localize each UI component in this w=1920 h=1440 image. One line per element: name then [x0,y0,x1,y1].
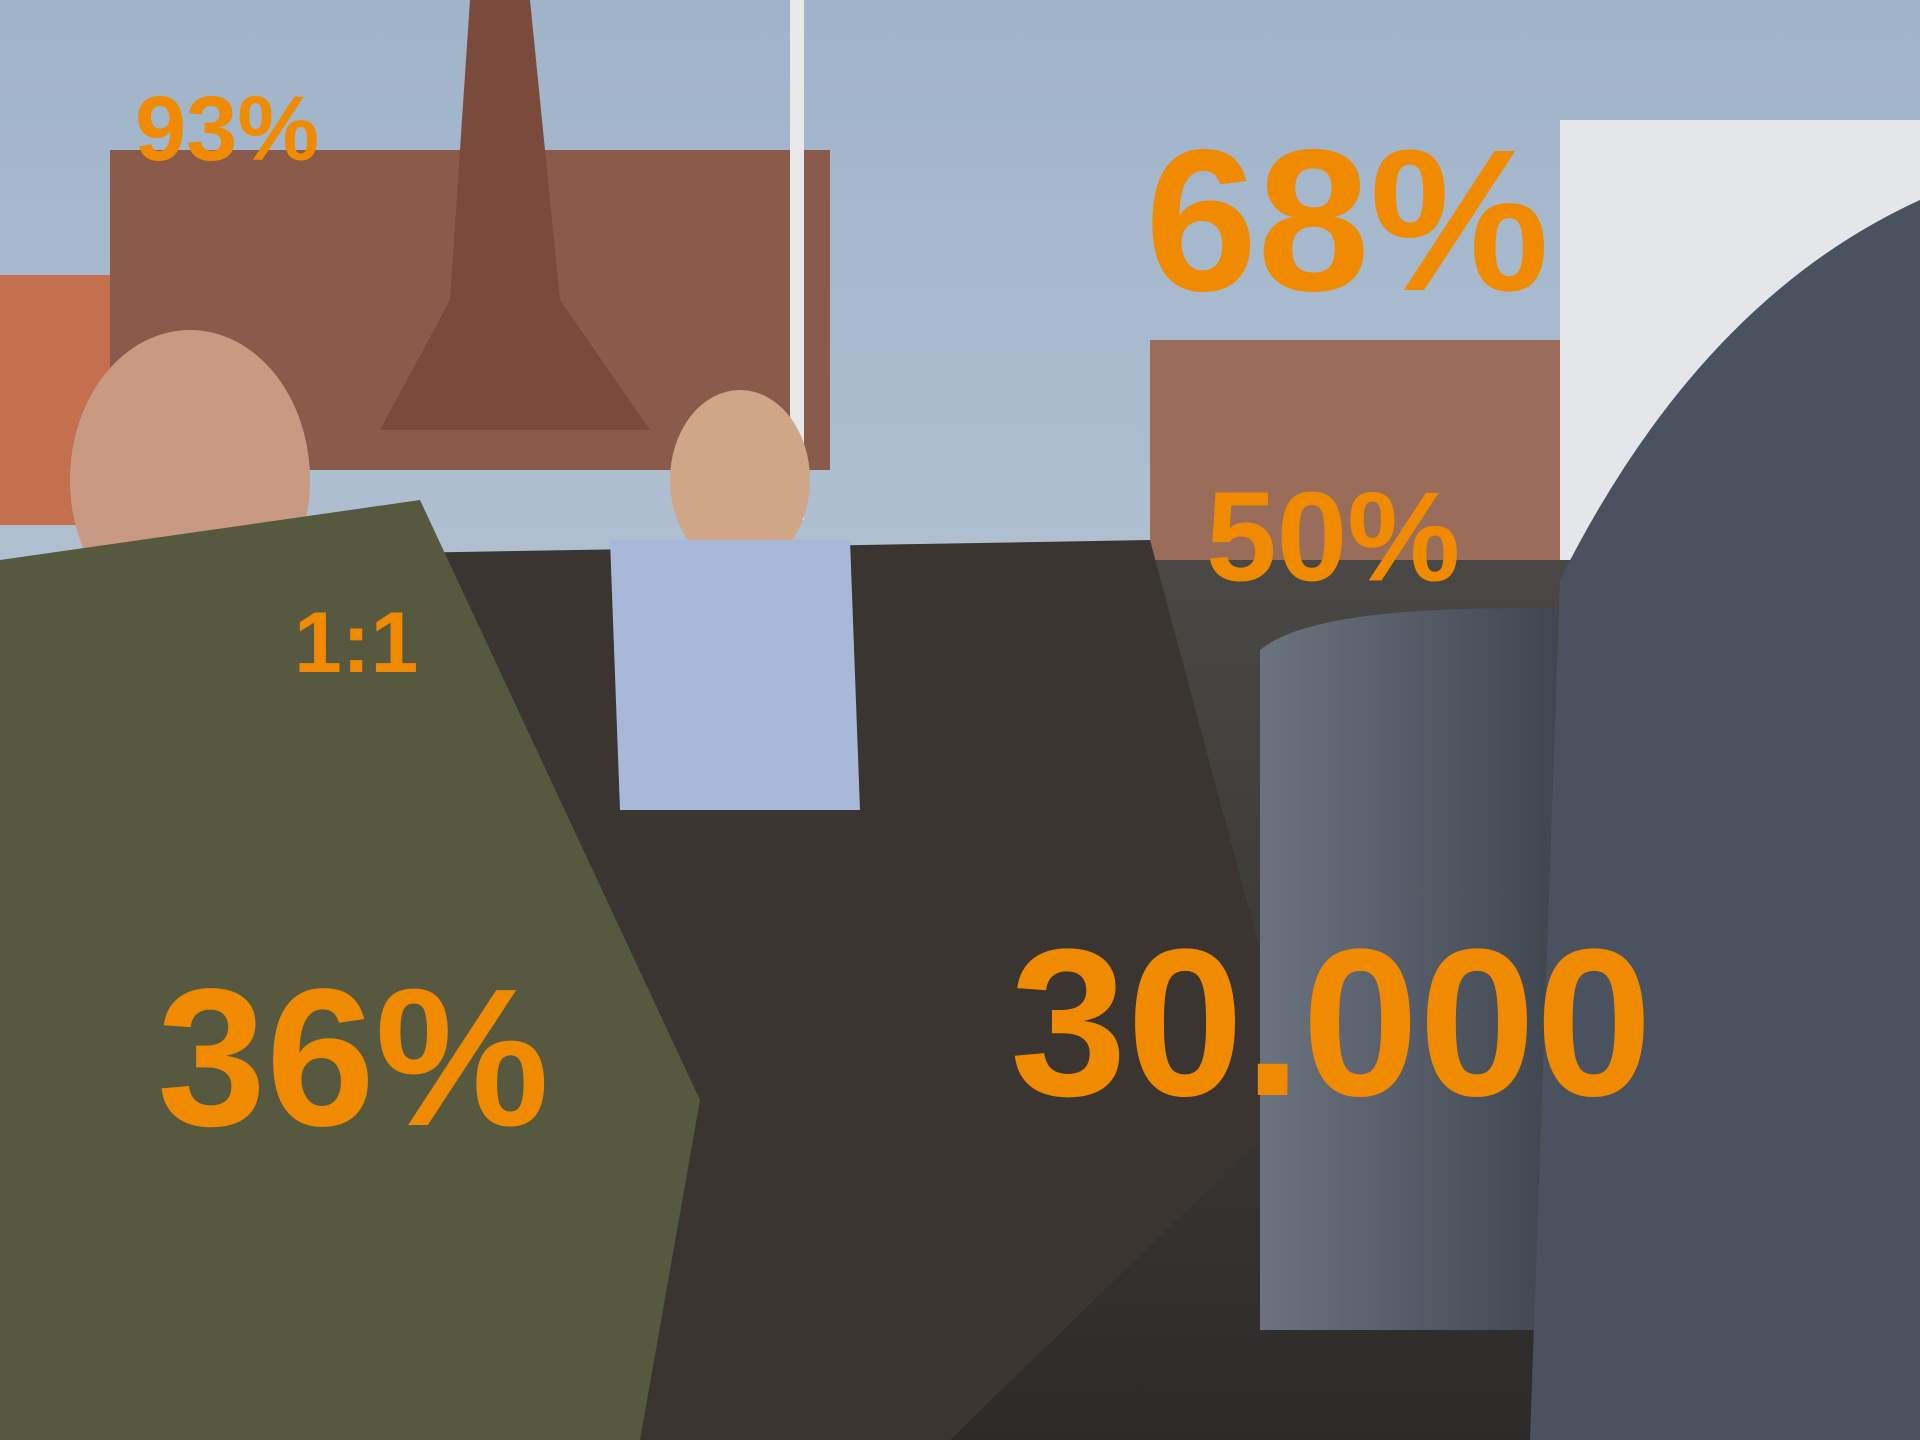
page: 93% 68% 50% 1:1 36% 30.000 (() => { cons… [0,0,1920,1440]
stat-label: 50% [1206,474,1460,601]
photo [0,0,1920,1440]
stat-label: 93% [135,83,319,175]
stat-label: 1:1 [294,600,418,686]
stat-label: 68% [1145,119,1549,321]
stat-label: 36% [157,960,549,1156]
stat-label: 30.000 [1010,918,1652,1128]
shirt [610,540,860,810]
